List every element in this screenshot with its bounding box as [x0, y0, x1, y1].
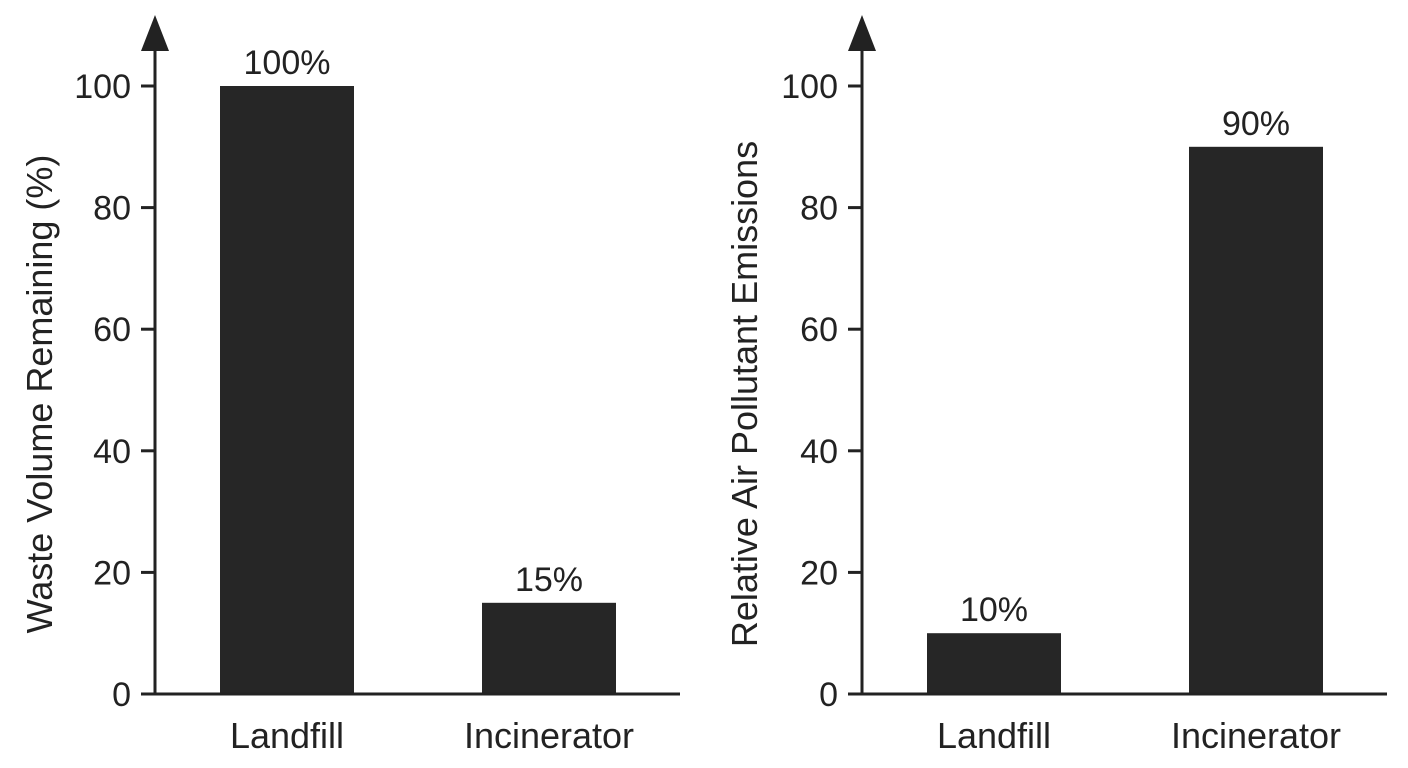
left-y-tick-label: 100: [74, 68, 131, 106]
right-bar-landfill: [927, 633, 1061, 694]
left-y-tick-label: 20: [93, 554, 131, 592]
right-y-tick-label: 100: [781, 68, 838, 106]
right-bar-data-label: 90%: [1222, 105, 1290, 143]
right-y-tick-label: 20: [800, 554, 838, 592]
left-x-category-label: Landfill: [230, 715, 344, 756]
left-bar-landfill: [220, 86, 354, 694]
right-y-axis-title: Relative Air Pollutant Emissions: [724, 141, 765, 647]
right-y-axis-arrow-icon: [848, 15, 876, 51]
chart-panel-right: 0 20 40 60 80 100 Landfill Incinerator 10% 90% Rel…: [724, 15, 1387, 756]
right-bar-incinerator: [1189, 146, 1323, 695]
chart-panel-left: 0 20 40 60 80 100 Landfill Incinerator 100% 15% Wa…: [19, 15, 680, 756]
left-y-tick-label: 0: [112, 676, 131, 714]
left-x-category-label: Incinerator: [464, 715, 634, 756]
left-bar-data-label: 100%: [244, 44, 331, 82]
right-x-category-label: Incinerator: [1171, 715, 1341, 756]
left-bar-incinerator: [482, 602, 616, 694]
left-y-axis-arrow-icon: [141, 15, 169, 51]
left-y-tick-label: 60: [93, 311, 131, 349]
right-y-tick-label: 80: [800, 190, 838, 228]
right-y-tick-label: 40: [800, 433, 838, 471]
right-y-tick-label: 0: [819, 676, 838, 714]
right-bar-data-label: 10%: [960, 591, 1028, 629]
left-bar-data-label: 15%: [515, 561, 583, 599]
left-y-tick-label: 40: [93, 433, 131, 471]
right-x-category-label: Landfill: [937, 715, 1051, 756]
right-y-tick-label: 60: [800, 311, 838, 349]
left-y-tick-label: 80: [93, 190, 131, 228]
left-y-axis-title: Waste Volume Remaining (%): [19, 155, 60, 634]
